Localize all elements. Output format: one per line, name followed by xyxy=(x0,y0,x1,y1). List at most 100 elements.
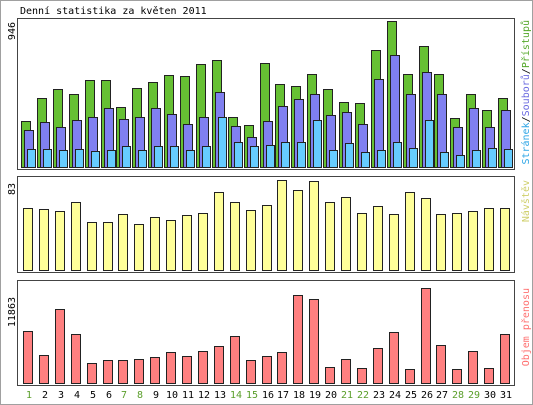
x-tick-label-day-31: 31 xyxy=(500,390,512,401)
panel-2-max-label: 83 xyxy=(7,183,18,195)
bar-objem-prenosu-day-1 xyxy=(23,331,33,384)
bar-objem-prenosu-day-17 xyxy=(277,352,287,384)
bar-navstev-day-7 xyxy=(118,214,128,271)
bar-stranek-day-16 xyxy=(266,145,275,168)
bar-objem-prenosu-day-6 xyxy=(103,360,113,384)
bar-stranek-day-8 xyxy=(138,150,147,168)
panel-3: 11863 Objem přenosu xyxy=(7,280,532,386)
panel-1-max-label: 946 xyxy=(7,22,18,40)
bar-navstev-day-3 xyxy=(55,211,65,271)
bar-objem-prenosu-day-9 xyxy=(150,357,160,384)
x-tick-label-day-29: 29 xyxy=(468,390,480,401)
legend-souboru: Souborů xyxy=(520,74,532,116)
bar-stranek-day-11 xyxy=(186,150,195,168)
legend-objem-prenosu: Objem přenosu xyxy=(520,288,532,366)
legend-separator: / xyxy=(521,116,532,122)
bar-objem-prenosu-day-28 xyxy=(452,369,462,384)
panel-1-legend: Stránek/Souborů/Přístupů xyxy=(520,20,532,165)
bar-stranek-day-14 xyxy=(234,142,243,168)
bar-navstev-day-21 xyxy=(341,197,351,271)
bar-stranek-day-1 xyxy=(27,149,36,168)
x-tick-label-day-30: 30 xyxy=(484,390,496,401)
bar-navstev-day-14 xyxy=(230,202,240,271)
x-tick-label-day-28: 28 xyxy=(452,390,464,401)
x-tick-label-day-9: 9 xyxy=(153,390,159,401)
bar-navstev-day-25 xyxy=(405,192,415,271)
bar-objem-prenosu-day-18 xyxy=(293,295,303,384)
bar-navstev-day-8 xyxy=(134,224,144,271)
bar-stranek-day-27 xyxy=(440,152,449,168)
bar-navstev-day-29 xyxy=(468,211,478,271)
series-navstev xyxy=(23,180,510,271)
bar-objem-prenosu-day-13 xyxy=(214,346,224,384)
x-tick-label-day-13: 13 xyxy=(214,390,226,401)
bar-navstev-day-23 xyxy=(373,206,383,271)
bar-objem-prenosu-day-24 xyxy=(389,332,399,384)
panel-2: 83 Návštěv xyxy=(7,176,532,273)
x-tick-label-day-19: 19 xyxy=(309,390,321,401)
bar-stranek-day-23 xyxy=(377,150,386,168)
x-tick-label-day-22: 22 xyxy=(357,390,369,401)
bar-objem-prenosu-day-27 xyxy=(436,345,446,384)
bar-navstev-day-5 xyxy=(87,222,97,271)
series-stranek xyxy=(27,117,513,168)
bar-stranek-day-2 xyxy=(43,149,52,168)
bar-objem-prenosu-day-21 xyxy=(341,359,351,384)
chart-title: Denní statistika za květen 2011 xyxy=(20,5,207,17)
bar-objem-prenosu-day-30 xyxy=(484,368,494,384)
bar-stranek-day-5 xyxy=(91,151,100,168)
bar-navstev-day-30 xyxy=(484,208,494,271)
bar-stranek-day-3 xyxy=(59,150,68,168)
bar-navstev-day-22 xyxy=(357,213,367,271)
bar-navstev-day-28 xyxy=(452,213,462,271)
x-tick-label-day-18: 18 xyxy=(293,390,305,401)
bar-navstev-day-9 xyxy=(150,217,160,271)
bar-stranek-day-21 xyxy=(345,143,354,168)
legend-stranek: Stránek xyxy=(520,122,532,164)
bar-navstev-day-6 xyxy=(103,222,113,271)
x-tick-label-day-8: 8 xyxy=(137,390,143,401)
bar-navstev-day-16 xyxy=(262,205,272,271)
bar-stranek-day-19 xyxy=(313,120,322,168)
x-tick-label-day-21: 21 xyxy=(341,390,353,401)
x-tick-label-day-14: 14 xyxy=(230,390,242,401)
bar-stranek-day-6 xyxy=(107,150,116,168)
x-tick-label-day-27: 27 xyxy=(436,390,448,401)
bar-navstev-day-26 xyxy=(421,198,431,271)
bar-navstev-day-20 xyxy=(325,202,335,271)
bar-objem-prenosu-day-25 xyxy=(405,369,415,384)
bar-objem-prenosu-day-22 xyxy=(357,368,367,384)
bar-stranek-day-18 xyxy=(297,142,306,168)
x-tick-label-day-26: 26 xyxy=(421,390,433,401)
x-tick-label-day-17: 17 xyxy=(277,390,289,401)
bar-navstev-day-11 xyxy=(182,215,192,271)
x-tick-label-day-1: 1 xyxy=(26,390,32,401)
x-tick-label-day-12: 12 xyxy=(198,390,210,401)
bar-objem-prenosu-day-20 xyxy=(325,367,335,384)
x-tick-label-day-16: 16 xyxy=(262,390,274,401)
bar-stranek-day-25 xyxy=(409,148,418,168)
bar-stranek-day-13 xyxy=(218,117,227,168)
bar-navstev-day-19 xyxy=(309,181,319,271)
bar-navstev-day-1 xyxy=(23,208,33,271)
bar-stranek-day-15 xyxy=(250,146,259,168)
bar-navstev-day-12 xyxy=(198,213,208,271)
bar-stranek-day-30 xyxy=(488,148,497,168)
bar-objem-prenosu-day-5 xyxy=(87,363,97,384)
x-tick-label-day-20: 20 xyxy=(325,390,337,401)
panel-1: 946 Stránek/Souborů/Přístupů xyxy=(7,18,532,170)
x-tick-label-day-11: 11 xyxy=(182,390,194,401)
x-tick-label-day-3: 3 xyxy=(58,390,64,401)
bar-stranek-day-12 xyxy=(202,146,211,168)
bar-navstev-day-17 xyxy=(277,180,287,271)
bar-stranek-day-20 xyxy=(329,150,338,168)
bar-stranek-day-28 xyxy=(456,155,465,168)
bar-navstev-day-18 xyxy=(293,190,303,271)
bar-objem-prenosu-day-15 xyxy=(246,360,256,384)
bar-navstev-day-15 xyxy=(246,210,256,271)
bar-stranek-day-17 xyxy=(281,142,290,168)
bar-navstev-day-2 xyxy=(39,209,49,271)
panel-3-max-label: 11863 xyxy=(7,297,18,327)
bar-objem-prenosu-day-23 xyxy=(373,348,383,384)
